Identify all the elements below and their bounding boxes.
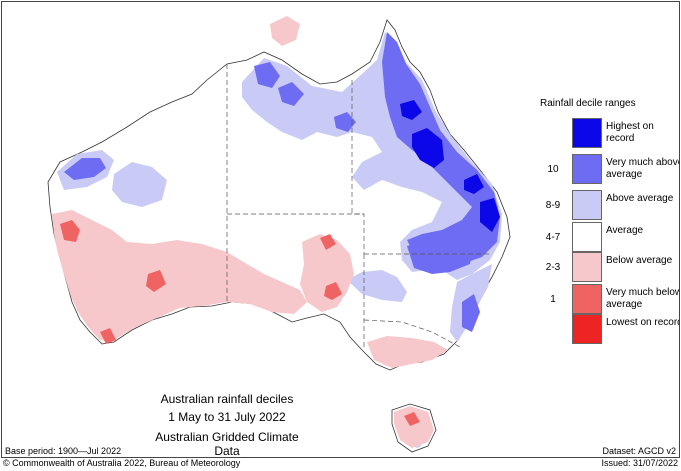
state-border-nsw-vic (363, 319, 461, 348)
rainfall-map (47, 16, 511, 453)
very-much-below-sa-2 (320, 234, 336, 250)
very-much-above-top-end-2 (278, 82, 304, 106)
legend-title: Rainfall decile ranges (540, 98, 636, 109)
legend-label: Lowest on record (606, 317, 680, 328)
base-period: Base period: 1900—Jul 2022 (5, 446, 122, 456)
very-much-below-tas (404, 412, 420, 426)
highest-record-qld-1 (412, 128, 444, 168)
legend-row: 8-9 Above average (542, 190, 679, 224)
very-much-above-nsw (407, 240, 472, 274)
legend-label: Above average (606, 193, 674, 204)
dataset-label: Dataset: AGCD v2 (602, 446, 676, 456)
state-border-nt-qld (351, 80, 365, 254)
map-frame: Rainfall decile ranges Highest on record… (1, 1, 680, 458)
above-average-south-central (347, 270, 407, 302)
map-title-line2: 1 May to 31 July 2022 (168, 410, 286, 424)
legend-swatch (572, 222, 602, 252)
below-average-tasmania (394, 406, 434, 448)
legend-swatch (572, 118, 602, 148)
legend-row: 10 Very much above average (542, 154, 680, 188)
legend-swatch (572, 190, 602, 220)
legend-swatch (572, 284, 602, 314)
legend-label: Average (606, 225, 644, 236)
highest-record-qld-3 (480, 198, 500, 232)
above-average-desert (112, 162, 167, 207)
legend-row: Highest on record (542, 118, 679, 152)
legend-row: 4-7 Average (542, 222, 679, 256)
very-much-above-kimberley (64, 158, 106, 180)
legend-row: 1 Very much below average (542, 284, 680, 318)
highest-record-qld-2 (464, 174, 484, 194)
very-much-above-coast-south (462, 294, 480, 332)
legend-label: Highest on record (606, 121, 654, 144)
above-average-north (242, 32, 502, 280)
legend-swatch (572, 154, 602, 184)
very-much-below-sa (324, 282, 342, 300)
below-average-cape-york (270, 16, 300, 46)
legend-label: Very much below average (606, 287, 680, 310)
legend-range-label: 8-9 (545, 200, 561, 211)
very-much-above-gulf (334, 112, 356, 132)
tasmania (391, 403, 437, 453)
map-title-line3: Australian Gridded Climate Data (155, 430, 299, 458)
very-much-below-wa-2 (146, 270, 166, 292)
very-much-above-arnhem (254, 62, 280, 88)
legend-range-label: 10 (547, 164, 559, 175)
very-much-below-sw (100, 328, 116, 344)
legend-range-label: 4-7 (545, 232, 561, 243)
highest-record-qld-4 (400, 100, 422, 120)
very-much-below-wa-1 (60, 220, 80, 242)
legend-row: Lowest on record (542, 314, 680, 348)
legend-label: Below average (606, 255, 673, 266)
below-average-victoria (367, 336, 448, 368)
legend-range-label: 1 (550, 294, 556, 305)
below-average-west (52, 210, 307, 340)
legend-row: 2-3 Below average (542, 252, 679, 286)
copyright: © Commonwealth of Australia 2022, Bureau… (3, 458, 241, 468)
legend-swatch (572, 314, 602, 344)
legend-range-label: 2-3 (545, 262, 561, 273)
map-title-line1: Australian rainfall deciles (160, 392, 294, 406)
legend-swatch (572, 252, 602, 282)
legend-label: Very much above average (606, 157, 680, 180)
issued-date: Issued: 31/07/2022 (601, 458, 678, 468)
